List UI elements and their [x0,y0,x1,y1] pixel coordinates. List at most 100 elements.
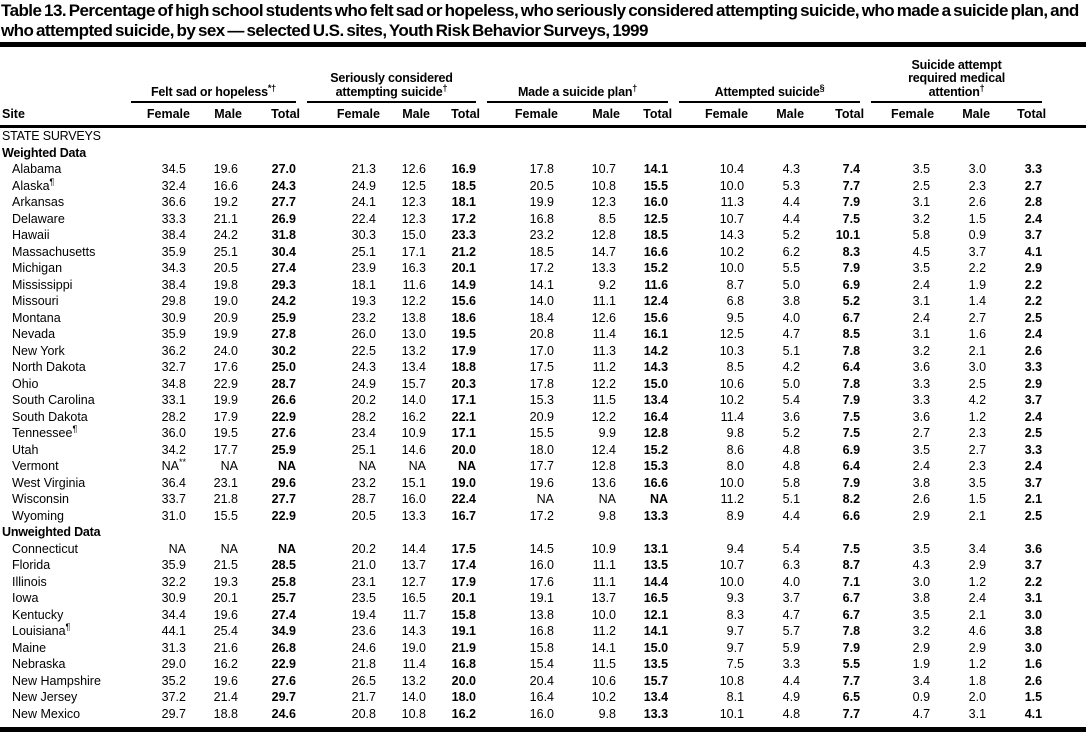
value-cell: 8.7 [726,277,745,292]
value-cell: 34.2 [161,442,186,457]
value-cell: 20.4 [529,673,555,688]
value-cell: 2.4 [1024,211,1043,226]
value-cell: NA [220,459,238,473]
value-cell: 38.4 [161,228,186,242]
value-cell: 7.5 [842,541,861,556]
value-cell: 15.0 [643,376,669,391]
site-name: Louisiana¶ [12,623,71,638]
site-name: New York [12,343,65,358]
site-name: Florida [12,558,51,572]
value-cell: 10.9 [401,426,426,440]
value-cell: 12.5 [719,327,745,341]
value-cell: 4.7 [782,607,801,622]
table-row: Tennessee¶ 36.0 19.5 27.6 23.4 10.9 17.1 15.5 9.… [0,425,1086,442]
value-cell: 16.6 [643,475,669,490]
filler-cell [1050,161,1086,178]
value-cell: 7.9 [842,640,861,655]
value-cell: 3.2 [912,624,931,638]
value-cell: 14.4 [401,541,426,556]
value-cell: 7.5 [842,426,861,440]
value-cell: 5.8 [782,475,801,490]
value-cell: 17.2 [451,211,477,226]
value-cell: 34.8 [161,376,186,391]
value-cell: 29.0 [161,657,186,671]
footnote-marker: § [819,82,825,93]
value-cell: 10.6 [591,673,617,688]
table-row: New Hampshire 35.2 19.6 27.6 26.5 13.2 20.0 20.… [0,673,1086,690]
value-cell: 5.8 [912,228,931,242]
value-cell: 11.3 [592,343,617,358]
value-cell: 15.3 [529,393,555,407]
value-cell: 11.2 [720,492,745,506]
value-cell: 21.0 [351,558,376,572]
value-cell: 19.6 [213,607,238,622]
value-cell: 20.1 [451,591,477,605]
filler-cell [1050,47,1086,103]
value-cell: 17.2 [529,508,555,523]
value-cell: 2.1 [968,508,987,523]
value-cell: 4.0 [782,574,801,589]
value-cell: 2.5 [1024,310,1043,325]
group-label: Suicide attempt required medical attenti… [908,57,1005,99]
value-cell: 28.7 [351,492,376,506]
value-cell: 2.7 [912,426,931,440]
value-cell: 19.6 [213,673,238,688]
filler-cell [1050,326,1086,343]
value-cell: 6.7 [842,591,861,605]
value-cell: 3.1 [912,195,931,209]
value-cell: 13.3 [643,706,669,721]
value-cell: 31.3 [161,640,186,655]
value-cell: 22.9 [271,508,296,523]
value-cell: 2.1 [968,343,987,358]
value-cell: 2.3 [968,178,987,193]
value-cell: 36.6 [161,195,186,209]
value-cell: 24.6 [271,706,296,721]
value-cell: 17.9 [213,409,238,424]
value-cell: 10.8 [401,706,426,721]
value-cell: 9.5 [726,310,745,325]
value-cell: 25.7 [271,591,296,605]
corner-cell [0,47,128,103]
value-cell: 22.4 [451,492,477,506]
value-cell: 19.0 [451,475,477,490]
value-cell: 3.1 [912,294,931,308]
value-cell: 16.0 [529,706,555,721]
value-cell: 2.9 [912,508,931,523]
value-cell: 2.5 [912,178,931,193]
value-cell: 13.8 [529,607,555,622]
site-name: Arkansas [12,195,65,209]
value-cell: 6.8 [726,294,745,308]
site-name: Vermont [12,459,59,473]
value-cell: 1.5 [1024,690,1043,704]
value-cell: 13.8 [401,310,426,325]
value-cell: 10.4 [719,162,745,176]
filler-cell [1050,244,1086,261]
value-cell: 10.1 [835,228,861,242]
value-cell: 37.2 [161,690,186,704]
value-cell: 16.9 [451,162,477,176]
value-cell: 4.3 [782,162,801,176]
value-cell: 1.6 [968,327,987,341]
site-name: New Mexico [12,706,81,721]
value-cell: 7.7 [842,178,861,193]
value-cell: 17.1 [451,393,477,407]
table-row: West Virginia 36.4 23.1 29.6 23.2 15.1 19.0 19.… [0,475,1086,492]
value-cell: 11.6 [402,277,426,292]
value-cell: 3.5 [912,607,931,622]
value-cell: 2.9 [968,640,987,655]
value-cell: 19.3 [351,294,376,308]
value-cell: 9.7 [726,640,745,655]
value-cell: 12.6 [591,310,617,325]
value-cell: 1.5 [968,211,987,226]
value-cell: 7.7 [842,673,861,688]
value-cell: 19.3 [213,574,238,589]
value-cell: 2.4 [912,459,931,473]
value-cell: 10.8 [719,673,745,688]
table-row: Utah 34.2 17.7 25.9 25.1 14.6 20.0 18.0 12.4 15.2… [0,442,1086,459]
column-header-female: Female [484,103,563,128]
value-cell: 11.1 [592,558,617,572]
value-cell: 17.8 [529,162,555,176]
value-cell: 12.2 [591,409,617,424]
value-cell: 24.0 [213,343,238,358]
value-cell: 9.2 [598,277,617,292]
